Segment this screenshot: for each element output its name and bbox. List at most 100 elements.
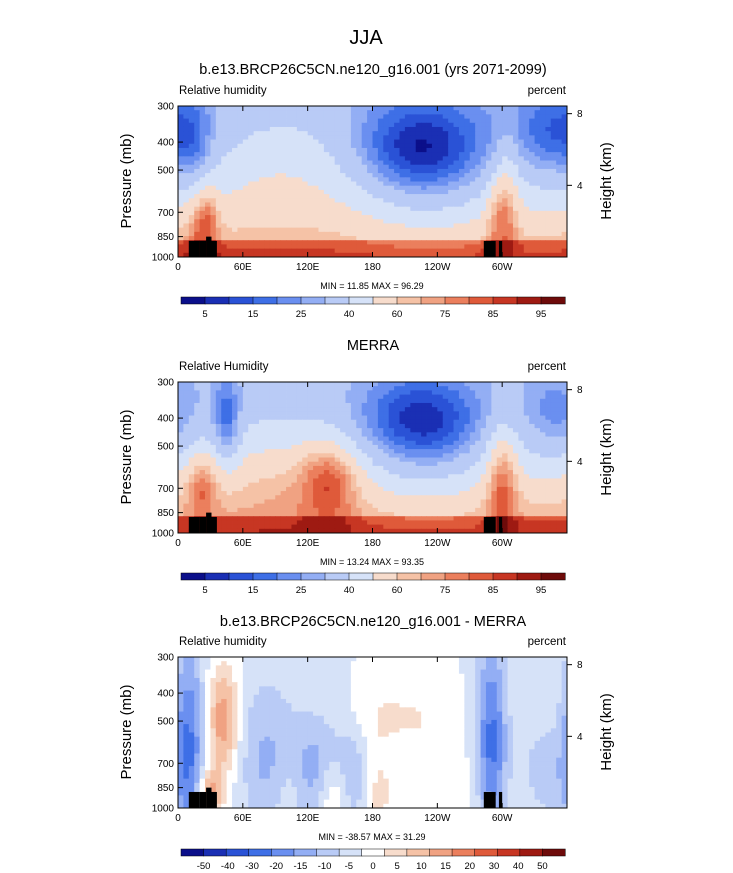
field-cell [475,160,481,166]
field-cell [372,160,379,166]
field-cell [367,198,373,203]
field-cell [448,110,454,115]
field-cell [323,423,330,429]
field-cell [404,507,411,513]
field-cell [275,231,282,237]
field-cell [442,110,449,115]
field-cell [539,223,546,229]
field-cell [210,126,217,132]
field-cell [188,402,195,408]
field-cell [226,436,233,442]
field-cell [399,231,406,237]
field-cell [296,478,303,484]
field-cell [296,164,303,170]
field-cell [232,135,238,140]
field-cell [345,419,352,425]
field-cell [502,135,508,140]
field-cell [178,491,184,496]
field-cell [512,465,519,471]
field-cell [404,160,411,166]
field-cell [253,156,260,161]
field-cell [377,164,384,170]
field-cell [248,164,255,170]
field-cell [275,135,282,140]
field-cell [221,402,228,408]
colorbar-box [516,296,542,305]
field-cell [275,189,282,195]
field-cell [421,419,427,425]
field-cell [286,223,292,229]
field-cell [226,202,233,208]
field-cell [188,131,195,136]
field-cell [426,143,433,149]
field-cell [280,206,287,212]
field-cell [334,118,341,124]
field-cell [431,252,438,258]
field-cell [410,390,417,395]
field-cell [453,415,460,421]
field-cell [388,181,395,187]
field-cell [334,449,341,454]
field-cell [221,457,228,463]
field-cell [545,386,552,391]
field-cell [394,428,400,433]
field-cell [269,244,276,250]
field-cell [345,449,352,454]
field-cell [264,394,271,400]
field-cell [491,110,498,115]
field-cell [280,219,287,224]
field-cell [453,177,460,182]
field-cell [329,202,336,208]
field-cell [296,143,303,149]
field-cell [221,194,228,199]
field-cell [323,449,330,454]
field-cell [215,143,222,149]
field-cell [350,147,357,153]
field-cell [518,219,525,224]
field-cell [410,118,417,124]
field-cell [275,227,282,233]
field-cell [356,449,363,454]
field-cell [518,457,525,463]
field-cell [318,248,325,254]
field-cell [523,156,530,161]
field-cell [340,482,346,488]
field-cell [550,223,557,229]
field-cell [296,423,303,429]
field-cell [345,503,352,509]
field-cell [523,503,530,509]
field-cell [356,139,363,145]
field-cell [518,428,525,433]
field-cell [372,194,379,199]
field-cell [345,461,352,467]
field-cell [178,215,184,220]
field-cell [205,131,211,136]
field-cell [318,240,325,245]
field-cell [372,461,379,467]
field-cell [394,143,400,149]
field-cell [340,423,346,429]
field-cell [377,110,384,115]
field-cell [232,189,238,195]
field-cell [286,194,292,199]
field-cell [426,156,433,161]
field-cell [399,474,406,479]
field-cell [178,453,184,458]
field-cell [188,219,195,224]
field-cell [259,240,265,245]
field-cell [431,503,438,509]
field-cell [415,173,422,178]
field-cell [448,156,454,161]
field-cell [313,198,319,203]
field-cell [350,478,357,484]
field-cell [399,126,406,132]
field-cell [464,252,471,258]
field-cell [307,223,314,229]
field-cell [340,177,346,182]
field-cell [534,499,541,505]
field-cell [453,474,460,479]
field-cell [340,156,346,161]
field-cell [367,457,373,463]
field-cell [475,131,481,136]
field-cell [188,423,195,429]
